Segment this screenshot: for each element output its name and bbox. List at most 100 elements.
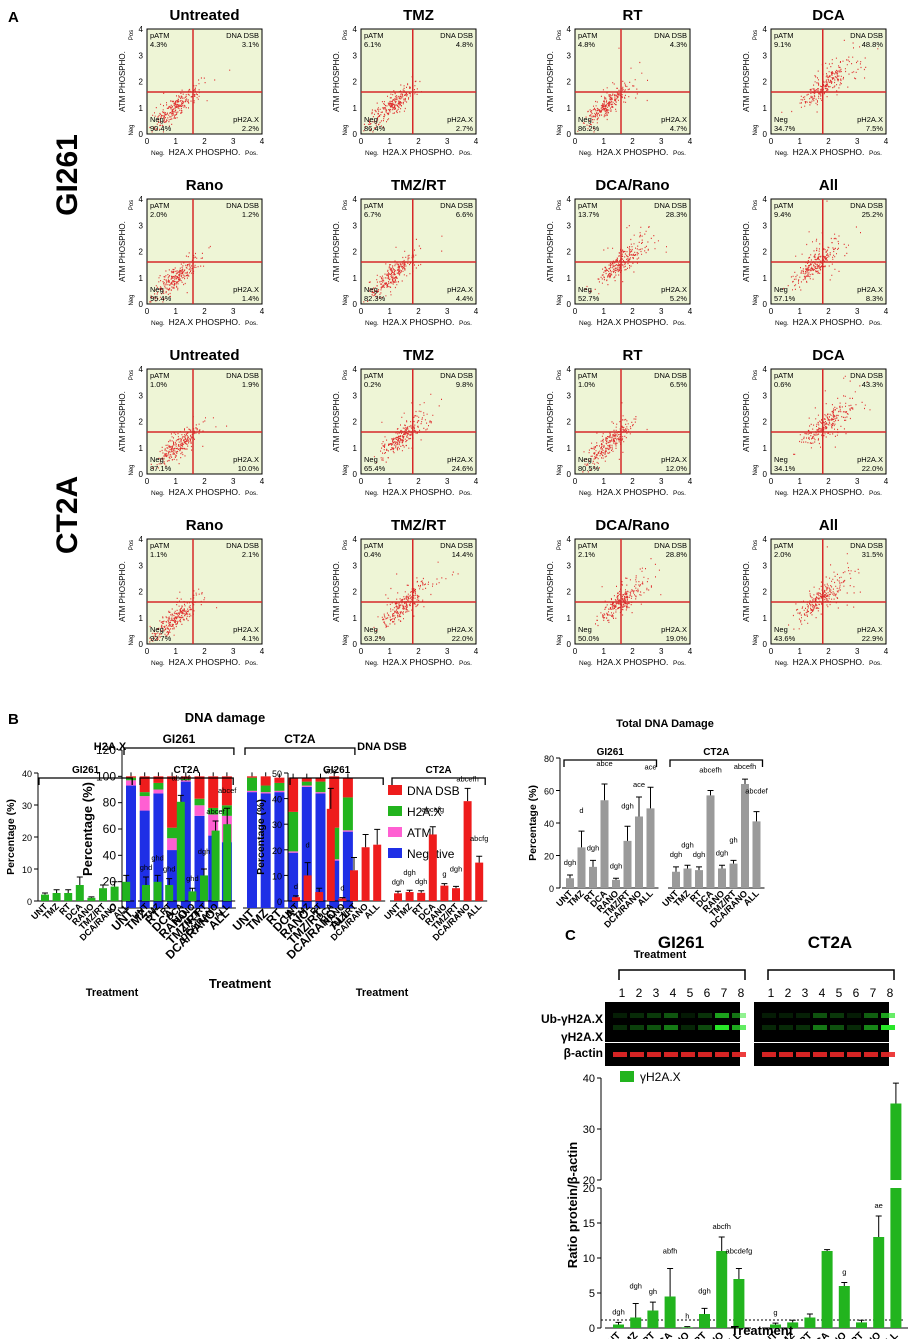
y-tick-label: 4 <box>567 365 572 374</box>
significance-label: abcef <box>172 773 191 782</box>
y-tick-label: 3 <box>353 221 358 230</box>
y-neg-label: Neg <box>343 294 349 305</box>
chart-title: DNA DSB <box>357 741 407 753</box>
x-tick-label: 1 <box>388 647 393 656</box>
panel-label-b: B <box>8 711 19 728</box>
error-bar <box>327 787 334 809</box>
bar <box>647 1310 659 1328</box>
quadrant-label-h2ax: pH2A.X <box>857 625 883 634</box>
error-bar <box>696 866 702 871</box>
quadrant-label-patm: pATM <box>364 31 383 40</box>
y-tick-label: 4 <box>763 535 768 544</box>
bar <box>87 897 96 901</box>
bar <box>373 844 382 901</box>
flow-plot-title: DCA <box>812 7 845 24</box>
quadrant-value-patm: 0.2% <box>364 380 381 389</box>
flow-xlabel: H2A.X PHOSPHO. <box>383 657 455 667</box>
error-bar <box>892 1082 899 1104</box>
wb-lane-number: 3 <box>802 986 809 1000</box>
significance-label: ghd <box>186 874 199 883</box>
quadrant-value-neg: 95.4% <box>150 294 172 303</box>
stack-segment-negative <box>288 852 299 908</box>
category-label: 3.RT <box>634 1330 657 1339</box>
x-pos-label: Pos. <box>869 490 882 497</box>
y-neg-label: Neg <box>129 464 135 475</box>
y-tick-label: 1 <box>353 274 358 283</box>
quadrant-value-dsb: 4.3% <box>670 40 687 49</box>
y-pos-label: Pos <box>557 370 563 380</box>
quadrant-value-dsb: 31.5% <box>862 550 884 559</box>
flow-ylabel: ATM PHOSPHO. <box>742 391 751 452</box>
error-bar <box>624 825 631 841</box>
y-tick-label: 4 <box>353 25 358 34</box>
significance-label: abcdefg <box>726 1247 753 1256</box>
y-tick-label: 1 <box>763 614 768 623</box>
flow-plot-title: Untreated <box>169 7 239 24</box>
error-bar <box>293 895 299 898</box>
quadrant-label-patm: pATM <box>578 31 597 40</box>
flow-xlabel: H2A.X PHOSPHO. <box>169 317 241 327</box>
flow-plot-title: TMZ/RT <box>391 177 446 194</box>
quadrant-label-patm: pATM <box>150 541 169 550</box>
wb-band-ub <box>830 1013 844 1018</box>
stack-segment-dnadsb <box>139 776 150 793</box>
x-tick-label: 2 <box>826 307 831 316</box>
group-label: GI261 <box>323 765 351 776</box>
y-tick-label: 4 <box>353 535 358 544</box>
stack-segment-dnadsb <box>315 777 326 782</box>
error-bar <box>453 885 459 889</box>
flow-ylabel: ATM PHOSPHO. <box>118 561 127 622</box>
y-pos-label: Pos <box>343 200 349 210</box>
x-tick-label: 0 <box>145 477 150 486</box>
error-bar <box>166 878 173 885</box>
quadrant-label-patm: pATM <box>774 31 793 40</box>
row-label-ct2a: CT2A <box>51 476 84 554</box>
wb-lane-number: 8 <box>738 986 745 1000</box>
error-bar <box>123 874 130 882</box>
y-tick-label: 3 <box>567 51 572 60</box>
quadrant-label-patm: pATM <box>578 201 597 210</box>
quadrant-value-dsb: 48.8% <box>862 40 884 49</box>
y-tick-label: 4 <box>763 365 768 374</box>
wb-band-actin <box>664 1052 678 1057</box>
error-bar <box>476 855 483 863</box>
flow-xlabel: H2A.X PHOSPHO. <box>597 147 669 157</box>
x-neg-label: Neg. <box>775 490 789 497</box>
x-tick-label: 2 <box>630 137 635 146</box>
y-tick-label: 2 <box>139 78 144 87</box>
wb-band-actin <box>613 1052 627 1057</box>
flow-xlabel: H2A.X PHOSPHO. <box>383 487 455 497</box>
bar <box>664 1296 676 1328</box>
quadrant-label-neg: Neg <box>578 625 592 634</box>
bar <box>350 870 358 901</box>
quadrant-value-h2ax: 4.4% <box>456 294 473 303</box>
stack-segment-atm <box>301 785 312 787</box>
y-tick-label: 80 <box>544 754 554 764</box>
stack-segment-dnadsb <box>288 777 299 812</box>
y-tick-label: 0 <box>567 300 572 309</box>
y-tick-label: 10 <box>272 871 282 881</box>
stack-segment-negative <box>274 792 285 908</box>
wb-band-ub <box>664 1013 678 1018</box>
significance-label: d <box>579 806 583 815</box>
y-tick-label: 2 <box>567 78 572 87</box>
quadrant-value-h2ax: 22.9% <box>862 634 884 643</box>
group-bracket <box>38 777 133 785</box>
significance-label: ghd <box>140 863 153 872</box>
quadrant-label-dsb: DNA DSB <box>850 541 883 550</box>
wb-band-actin <box>715 1052 729 1057</box>
quadrant-label-patm: pATM <box>150 31 169 40</box>
y-tick-label: 20 <box>103 875 117 889</box>
quadrant-value-h2ax: 22.0% <box>452 634 474 643</box>
error-bar <box>212 820 219 831</box>
error-bar <box>673 866 679 872</box>
x-neg-label: Neg. <box>775 660 789 667</box>
quadrant-label-h2ax: pH2A.X <box>661 115 687 124</box>
group-label: CT2A <box>426 765 452 776</box>
wb-band-ub <box>647 1013 661 1018</box>
